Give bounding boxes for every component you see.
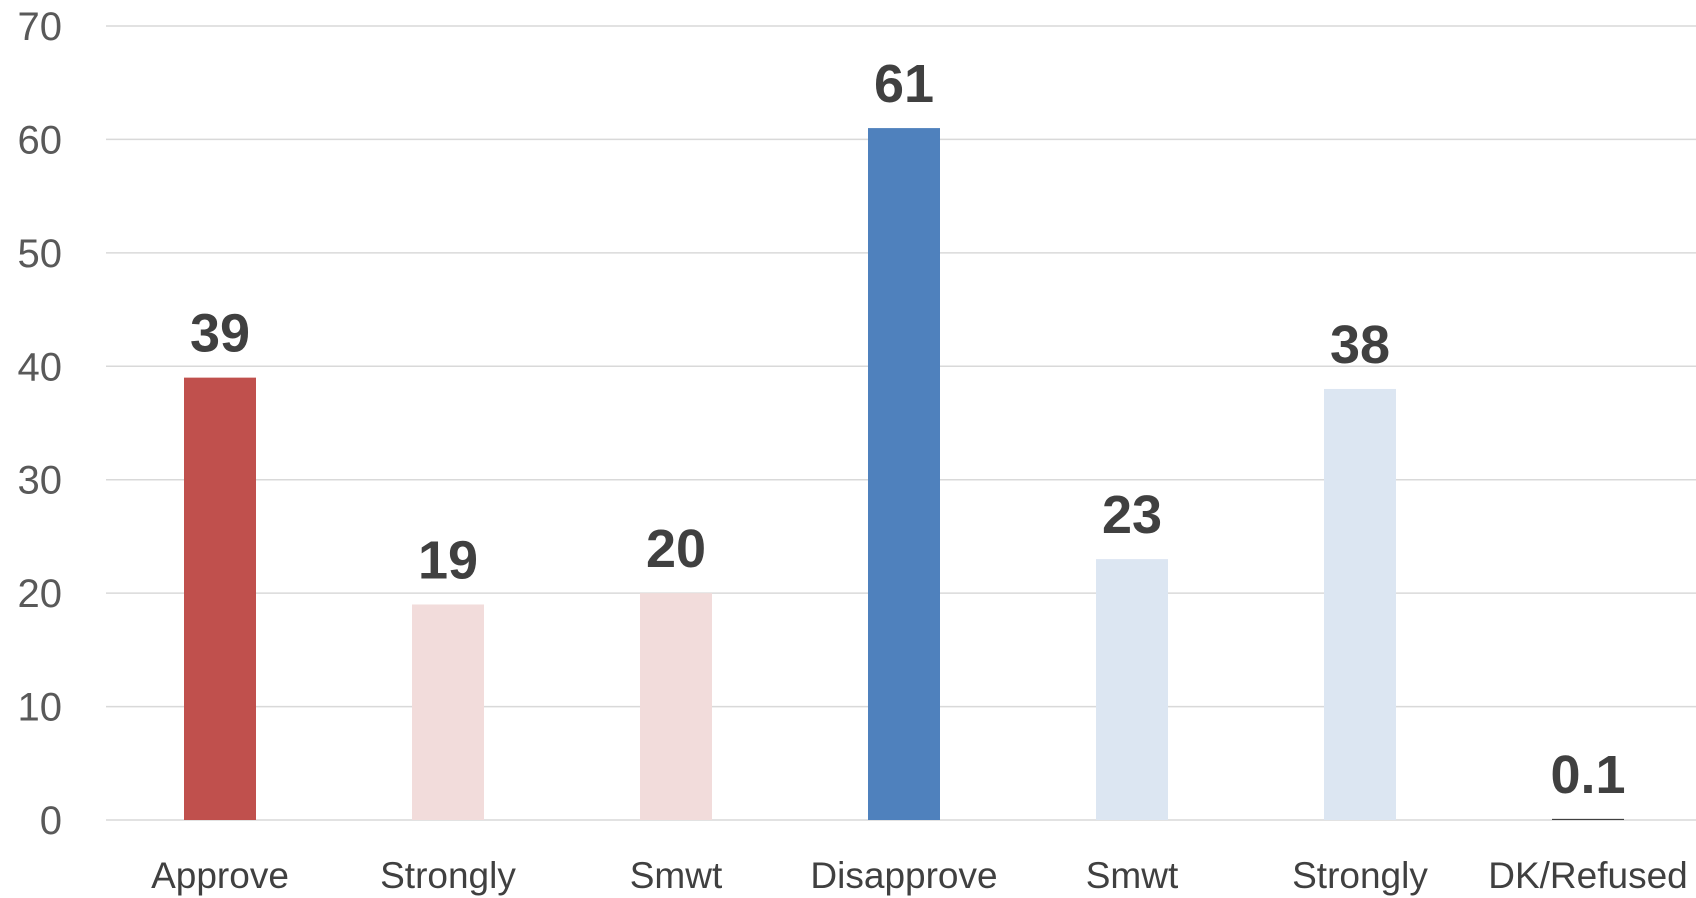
x-tick-label: Strongly <box>380 855 516 896</box>
y-axis-ticks: 0 10 20 30 40 50 60 70 <box>18 5 63 843</box>
y-tick-label: 0 <box>40 799 62 843</box>
data-label: 23 <box>1102 485 1162 545</box>
x-tick-label: Smwt <box>630 855 723 896</box>
data-label: 0.1 <box>1550 745 1625 805</box>
y-tick-label: 60 <box>18 118 63 162</box>
data-label: 19 <box>418 530 478 590</box>
bar <box>1324 388 1396 820</box>
data-label: 20 <box>646 519 706 579</box>
bar <box>868 128 940 821</box>
x-tick-label: Disapprove <box>810 855 997 896</box>
y-tick-label: 70 <box>18 5 63 49</box>
x-tick-label: DK/Refused <box>1488 855 1688 896</box>
y-tick-label: 30 <box>18 459 63 503</box>
data-label: 38 <box>1330 315 1390 375</box>
bar <box>1096 559 1168 820</box>
x-tick-label: Strongly <box>1292 855 1428 896</box>
y-tick-label: 20 <box>18 572 63 616</box>
bar <box>640 593 712 820</box>
bars <box>184 128 1624 821</box>
y-tick-label: 50 <box>18 232 63 276</box>
data-label: 61 <box>874 54 934 114</box>
bar <box>412 604 484 820</box>
x-tick-label: Smwt <box>1086 855 1179 896</box>
x-axis-ticks: Approve Strongly Smwt Disapprove Smwt Strongl… <box>151 855 1688 896</box>
y-tick-label: 40 <box>18 345 63 389</box>
bar <box>184 377 256 820</box>
data-label: 39 <box>190 304 250 364</box>
data-labels: 39 19 20 61 23 38 0.1 <box>190 54 1626 805</box>
bar <box>1552 818 1624 820</box>
y-tick-label: 10 <box>18 686 63 730</box>
x-tick-label: Approve <box>151 855 289 896</box>
